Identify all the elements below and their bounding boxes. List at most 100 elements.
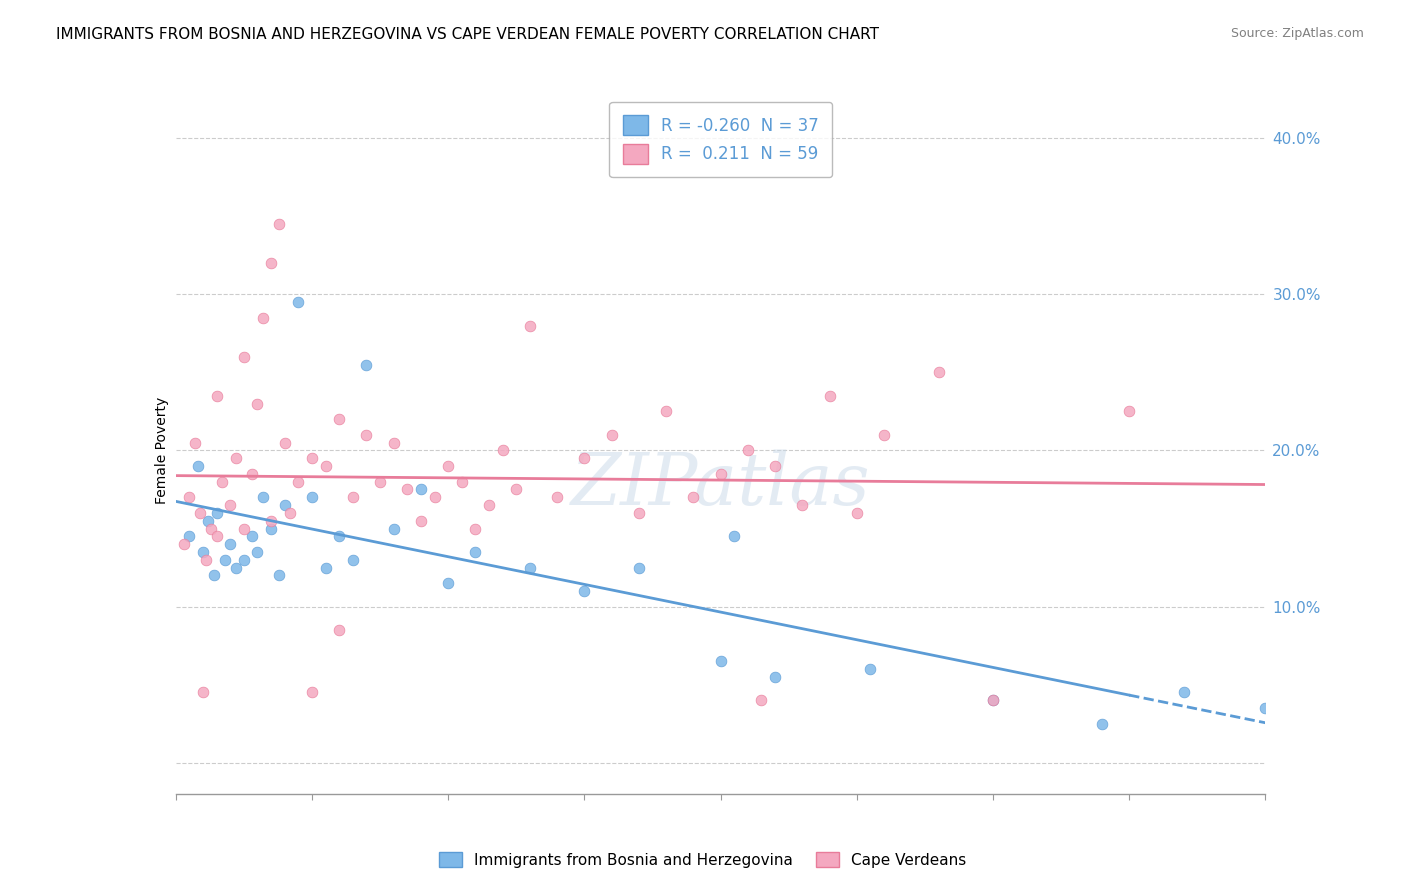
Point	[356, 428, 378, 442]
Point	[274, 435, 297, 450]
Point	[382, 521, 405, 535]
Point	[409, 514, 432, 528]
Point	[873, 428, 896, 442]
Point	[214, 552, 236, 567]
Point	[627, 506, 650, 520]
Point	[682, 490, 704, 504]
Point	[252, 310, 274, 325]
Point	[464, 545, 486, 559]
Point	[981, 693, 1004, 707]
Point	[723, 529, 745, 543]
Point	[492, 443, 515, 458]
Text: Source: ZipAtlas.com: Source: ZipAtlas.com	[1230, 27, 1364, 40]
Point	[252, 490, 274, 504]
Point	[301, 451, 323, 466]
Point	[179, 529, 201, 543]
Point	[179, 490, 201, 504]
Point	[232, 350, 254, 364]
Text: IMMIGRANTS FROM BOSNIA AND HERZEGOVINA VS CAPE VERDEAN FEMALE POVERTY CORRELATIO: IMMIGRANTS FROM BOSNIA AND HERZEGOVINA V…	[56, 27, 879, 42]
Point	[437, 576, 460, 591]
Point	[574, 451, 596, 466]
Point	[478, 498, 501, 512]
Point	[423, 490, 446, 504]
Legend: R = -0.260  N = 37, R =  0.211  N = 59: R = -0.260 N = 37, R = 0.211 N = 59	[609, 102, 832, 178]
Point	[763, 458, 786, 473]
Point	[191, 545, 214, 559]
Point	[315, 560, 337, 574]
Point	[464, 521, 486, 535]
Point	[269, 568, 291, 582]
Point	[315, 458, 337, 473]
Point	[710, 467, 733, 481]
Point	[600, 428, 623, 442]
Point	[356, 358, 378, 372]
Point	[328, 529, 350, 543]
Point	[763, 670, 786, 684]
Point	[194, 552, 217, 567]
Point	[301, 685, 323, 699]
Point	[205, 506, 228, 520]
Point	[205, 529, 228, 543]
Point	[197, 514, 219, 528]
Point	[269, 217, 291, 231]
Point	[928, 366, 950, 380]
Point	[260, 256, 283, 270]
Point	[186, 458, 209, 473]
Point	[981, 693, 1004, 707]
Point	[202, 568, 225, 582]
Point	[260, 521, 283, 535]
Point	[342, 552, 364, 567]
Point	[792, 498, 814, 512]
Point	[396, 483, 419, 497]
Point	[655, 404, 678, 418]
Point	[450, 475, 472, 489]
Point	[1118, 404, 1140, 418]
Point	[328, 412, 350, 426]
Point	[751, 693, 773, 707]
Point	[1091, 716, 1114, 731]
Point	[845, 506, 868, 520]
Point	[328, 623, 350, 637]
Point	[173, 537, 195, 551]
Point	[225, 560, 247, 574]
Point	[184, 435, 207, 450]
Point	[368, 475, 391, 489]
Point	[246, 545, 269, 559]
Point	[205, 389, 228, 403]
Point	[240, 529, 263, 543]
Point	[737, 443, 759, 458]
Text: ZIPatlas: ZIPatlas	[571, 450, 870, 520]
Point	[191, 685, 214, 699]
Point	[1254, 701, 1277, 715]
Point	[240, 467, 263, 481]
Point	[1173, 685, 1195, 699]
Point	[574, 583, 596, 598]
Point	[546, 490, 568, 504]
Point	[232, 552, 254, 567]
Point	[246, 396, 269, 410]
Point	[278, 506, 301, 520]
Point	[519, 560, 541, 574]
Point	[274, 498, 297, 512]
Point	[437, 458, 460, 473]
Point	[200, 521, 222, 535]
Point	[188, 506, 211, 520]
Point	[301, 490, 323, 504]
Point	[710, 654, 733, 668]
Y-axis label: Female Poverty: Female Poverty	[155, 397, 169, 504]
Point	[287, 295, 309, 310]
Point	[627, 560, 650, 574]
Point	[382, 435, 405, 450]
Point	[409, 483, 432, 497]
Point	[519, 318, 541, 333]
Legend: Immigrants from Bosnia and Herzegovina, Cape Verdeans: Immigrants from Bosnia and Herzegovina, …	[432, 844, 974, 875]
Point	[818, 389, 841, 403]
Point	[260, 514, 283, 528]
Point	[232, 521, 254, 535]
Point	[859, 662, 882, 676]
Point	[219, 498, 242, 512]
Point	[287, 475, 309, 489]
Point	[211, 475, 233, 489]
Point	[219, 537, 242, 551]
Point	[225, 451, 247, 466]
